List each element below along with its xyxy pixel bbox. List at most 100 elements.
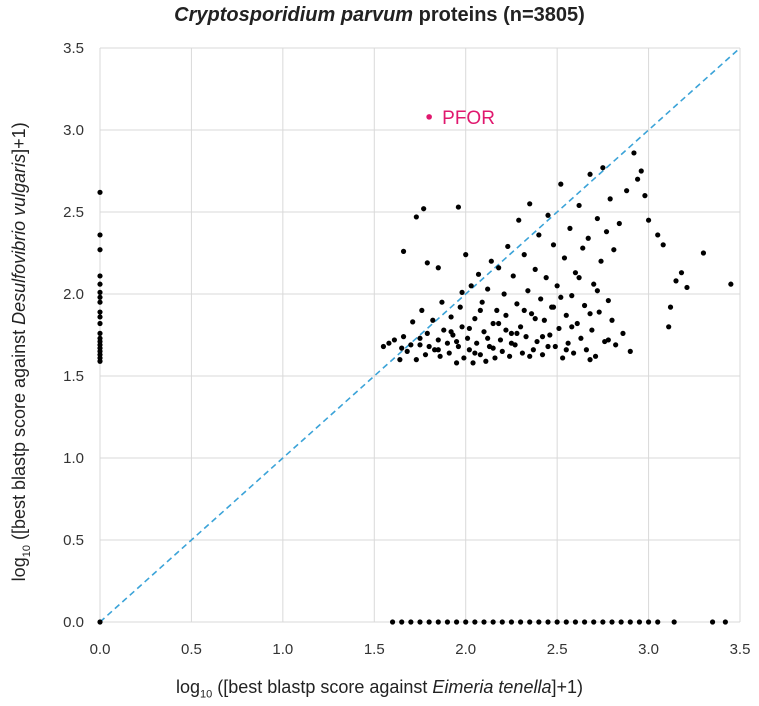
data-point [521, 307, 527, 313]
data-point [538, 296, 544, 302]
x-tick-label: 2.5 [547, 641, 568, 658]
data-point [554, 619, 560, 625]
data-point [485, 335, 491, 341]
data-point [605, 297, 611, 304]
data-point [539, 334, 546, 340]
data-point [97, 314, 103, 320]
data-point [561, 255, 568, 261]
data-point [422, 352, 429, 358]
data-point [565, 340, 571, 346]
data-point [666, 324, 672, 330]
data-point [517, 619, 524, 625]
data-point [600, 165, 606, 171]
x-tick-label: 3.5 [730, 641, 751, 658]
data-point [397, 357, 403, 363]
data-point [667, 304, 674, 310]
data-point [722, 619, 728, 625]
data-point [611, 247, 617, 253]
x-tick-label: 1.0 [272, 641, 293, 658]
data-point [399, 345, 405, 351]
data-point [386, 340, 392, 346]
data-point [481, 329, 487, 335]
data-point [700, 250, 707, 256]
y-axis-label-species: Desulfovibrio vulgaris [9, 153, 30, 325]
x-axis-label: log10 ([best blastp score against Eimeri… [0, 677, 759, 701]
data-point [563, 619, 569, 625]
data-point [543, 275, 549, 281]
data-point [728, 281, 734, 287]
chart-title-italic: Cryptosporidium parvum [174, 4, 414, 26]
data-point [607, 196, 613, 202]
data-point [499, 348, 505, 354]
data-point [501, 291, 507, 297]
data-point [616, 220, 622, 227]
y-tick-label: 1.5 [63, 368, 84, 385]
data-point [477, 352, 483, 358]
data-point [532, 266, 538, 272]
data-point [490, 619, 496, 625]
data-point [569, 293, 575, 299]
data-point [426, 619, 432, 625]
data-point [528, 311, 535, 317]
data-point [572, 270, 579, 276]
y-tick-label: 2.5 [63, 204, 84, 221]
y-tick-label: 1.0 [63, 450, 84, 467]
data-point [525, 288, 531, 294]
data-point [510, 273, 516, 279]
data-point [519, 350, 526, 356]
data-point [508, 340, 515, 346]
data-point [455, 204, 461, 210]
data-point [435, 619, 441, 625]
data-point [508, 330, 515, 336]
data-point [490, 345, 496, 351]
data-point [97, 189, 103, 195]
data-point [479, 299, 485, 305]
x-tick-label: 1.5 [364, 641, 385, 658]
data-point [550, 242, 557, 248]
data-point [435, 347, 441, 353]
data-point [391, 337, 397, 343]
data-point [468, 283, 474, 289]
y-axis-label-sub: 10 [20, 545, 33, 558]
y-axis-label-mid: ([best blastp score against [9, 324, 30, 546]
data-point [453, 619, 460, 625]
data-point [574, 320, 580, 327]
data-point [459, 324, 465, 330]
data-point [417, 619, 423, 625]
data-point [642, 193, 648, 199]
data-point [488, 258, 494, 264]
data-point [492, 355, 498, 361]
x-axis-label-species: Eimeria tenella [432, 677, 552, 697]
data-point [589, 327, 595, 333]
data-point [684, 284, 690, 291]
y-axis-label-log: log [9, 557, 30, 582]
data-point [399, 619, 405, 625]
data-point [97, 281, 103, 287]
data-point [472, 350, 478, 356]
data-point [461, 355, 467, 361]
data-point [645, 217, 652, 223]
data-point [558, 294, 564, 300]
data-point [455, 343, 461, 350]
data-point [585, 235, 591, 241]
data-point [97, 232, 103, 238]
data-point [556, 325, 562, 332]
data-point [618, 619, 624, 625]
data-point [583, 347, 590, 353]
data-point [530, 347, 536, 353]
data-point [485, 286, 491, 292]
data-point [494, 307, 500, 313]
data-point [437, 353, 443, 359]
data-point [539, 352, 546, 358]
data-point [527, 619, 533, 625]
data-point [532, 316, 538, 322]
data-point [545, 212, 551, 218]
data-point [97, 294, 103, 300]
data-point [587, 311, 593, 317]
data-point [581, 619, 588, 625]
data-point [474, 340, 480, 346]
pfor-point [426, 114, 432, 120]
data-point [594, 215, 600, 222]
data-point [563, 312, 569, 318]
